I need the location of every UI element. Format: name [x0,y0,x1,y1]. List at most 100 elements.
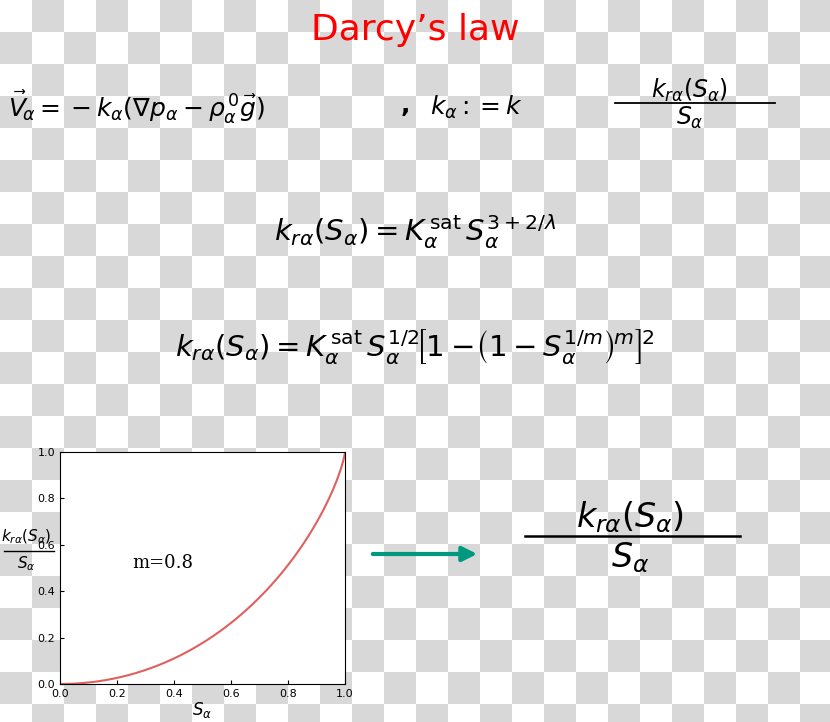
Bar [640,704,672,722]
Bar [800,96,830,128]
Bar [64,160,96,192]
Bar [320,128,352,160]
Bar [448,704,480,722]
Bar [640,448,672,480]
Bar [640,480,672,512]
Bar [352,416,384,448]
Bar [256,576,288,608]
Bar [64,288,96,320]
Bar [0,64,32,96]
Bar [192,704,224,722]
Bar [736,608,768,640]
Bar [192,224,224,256]
Bar [160,416,192,448]
Bar [64,32,96,64]
Bar [64,672,96,704]
Bar [672,704,704,722]
Bar [128,320,160,352]
Bar [352,320,384,352]
Bar [32,256,64,288]
Bar [768,64,800,96]
Bar [512,160,544,192]
Bar [608,480,640,512]
Bar [288,32,320,64]
Bar [640,352,672,384]
Bar [704,160,736,192]
Bar [736,32,768,64]
Bar [512,416,544,448]
Bar [0,352,32,384]
Bar [64,96,96,128]
Bar [320,288,352,320]
Bar [608,640,640,672]
Bar [800,384,830,416]
Bar [544,640,576,672]
Bar [160,96,192,128]
Bar [768,192,800,224]
Bar [96,672,128,704]
Bar [96,0,128,32]
Bar [256,0,288,32]
Bar [512,64,544,96]
Bar [768,576,800,608]
Bar [512,224,544,256]
Bar [448,384,480,416]
Bar [224,352,256,384]
Bar [704,608,736,640]
Bar [736,672,768,704]
Bar [224,160,256,192]
Bar [384,224,416,256]
Bar [320,192,352,224]
Bar [64,640,96,672]
Text: Darcy’s law: Darcy’s law [310,13,520,47]
Bar [192,256,224,288]
Bar [576,288,608,320]
Bar [736,192,768,224]
Bar [768,608,800,640]
Bar [352,704,384,722]
Bar [512,544,544,576]
Bar [96,448,128,480]
Bar [768,256,800,288]
Bar [352,480,384,512]
Bar [512,576,544,608]
Bar [288,320,320,352]
Bar [256,128,288,160]
Bar [736,64,768,96]
Bar [640,544,672,576]
Bar [64,128,96,160]
Bar [416,192,448,224]
Bar [0,320,32,352]
Bar [576,480,608,512]
Bar [128,416,160,448]
Bar [256,352,288,384]
Bar [800,128,830,160]
Bar [800,224,830,256]
Bar [192,320,224,352]
Bar [192,96,224,128]
Bar [416,640,448,672]
Bar [160,384,192,416]
Bar [448,640,480,672]
Text: m=0.8: m=0.8 [132,554,193,573]
Bar [544,288,576,320]
Bar [768,32,800,64]
Bar [576,160,608,192]
Bar [448,448,480,480]
Bar [64,256,96,288]
Bar [480,0,512,32]
Bar [704,0,736,32]
Bar [576,192,608,224]
Bar [320,384,352,416]
Bar [768,288,800,320]
Bar [704,64,736,96]
Bar [64,512,96,544]
Bar [704,544,736,576]
Bar [384,320,416,352]
Bar [512,352,544,384]
Bar [704,704,736,722]
Bar [192,512,224,544]
Bar [800,0,830,32]
Bar [608,512,640,544]
Text: $S_{\alpha}$: $S_{\alpha}$ [611,541,649,575]
